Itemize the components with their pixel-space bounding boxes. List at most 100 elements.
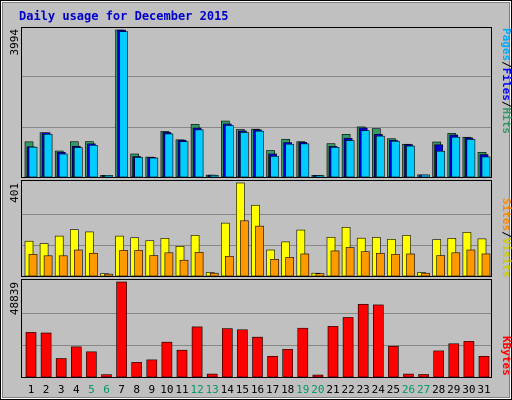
sites-bar-24: [375, 252, 385, 277]
kbytes-ymax-label: 48839: [8, 282, 21, 315]
sites-bar-7: [119, 250, 128, 277]
kbytes-bar-10: [161, 341, 173, 378]
pages-bar-22: [345, 140, 355, 178]
pages-bar-31: [481, 156, 491, 178]
pages-bar-10: [164, 133, 174, 178]
sites-bar-8: [134, 250, 143, 277]
kbytes-bar-28: [433, 350, 445, 378]
day-label-15: 15: [236, 383, 249, 396]
sites-bar-29: [451, 252, 461, 277]
kbytes-bar-9: [146, 359, 158, 378]
day-label-29: 29: [447, 383, 460, 396]
sites-bar-13: [209, 272, 219, 277]
pages-bar-24: [375, 135, 385, 178]
sites-bar-19: [300, 253, 310, 277]
sites-bar-31: [481, 253, 491, 277]
day-label-7: 7: [118, 383, 125, 396]
pages-bar-5: [89, 145, 98, 178]
day-label-21: 21: [326, 383, 339, 396]
pages-bar-25: [391, 140, 400, 178]
pages-bar-18: [285, 143, 295, 178]
legend-pages: Pages: [500, 28, 512, 61]
day-label-20: 20: [311, 383, 324, 396]
day-label-26: 26: [402, 383, 415, 396]
usage-ymax-label: 3994: [8, 29, 21, 56]
legend-hits: Hits: [500, 108, 512, 135]
sites-bar-28: [436, 255, 446, 277]
sites-bar-3: [58, 255, 68, 277]
sites-bar-30: [466, 249, 476, 277]
day-label-4: 4: [73, 383, 80, 396]
pages-bar-20: [315, 175, 325, 178]
sites-bar-6: [104, 273, 113, 277]
pages-bar-28: [436, 150, 446, 178]
kbytes-bar-4: [71, 346, 82, 378]
kbytes-bar-12: [191, 326, 203, 378]
day-label-1: 1: [28, 383, 35, 396]
pages-bar-16: [255, 130, 264, 178]
day-label-17: 17: [266, 383, 279, 396]
sites-bar-10: [164, 252, 174, 277]
legend-sep-1: /: [500, 61, 512, 68]
day-label-10: 10: [160, 383, 173, 396]
kbytes-bar-3: [55, 358, 67, 378]
chart-title: Daily usage for December 2015: [19, 9, 229, 23]
day-label-22: 22: [341, 383, 354, 396]
pages-bar-29: [451, 136, 461, 178]
day-label-28: 28: [432, 383, 445, 396]
kbytes-bar-20: [312, 374, 324, 378]
legend-files: Files: [500, 68, 512, 101]
legend-sep-3: /: [500, 231, 512, 238]
kbytes-bar-27: [418, 374, 429, 378]
visitors-ymax-label: 401: [8, 183, 21, 203]
kbytes-bar-14: [222, 328, 233, 378]
pages-bar-6: [104, 175, 113, 178]
day-label-9: 9: [148, 383, 155, 396]
kbytes-bar-1: [25, 332, 37, 378]
pages-bar-14: [225, 125, 234, 178]
day-label-25: 25: [387, 383, 400, 396]
kbytes-bar-31: [478, 355, 490, 378]
day-label-24: 24: [372, 383, 386, 396]
pages-bar-17: [270, 156, 279, 178]
day-label-30: 30: [462, 383, 475, 396]
sites-bar-1: [28, 254, 38, 277]
pages-bar-1: [28, 146, 38, 178]
sites-bar-18: [285, 257, 295, 277]
pages-bar-4: [74, 147, 83, 178]
day-label-27: 27: [417, 383, 430, 396]
legend-sep-2: /: [500, 101, 512, 108]
sites-bar-26: [406, 253, 415, 277]
legend-visitors: Sites/Visits: [500, 198, 512, 278]
day-label-31: 31: [477, 383, 490, 396]
legend-visits: Visits: [500, 238, 512, 278]
kbytes-bar-18: [282, 349, 294, 378]
day-label-11: 11: [175, 383, 188, 396]
kbytes-bar-7: [116, 281, 127, 378]
kbytes-bar-6: [101, 374, 112, 378]
pages-bar-12: [194, 129, 204, 178]
bars: [24, 29, 491, 378]
day-label-23: 23: [357, 383, 370, 396]
kbytes-bar-23: [357, 303, 369, 378]
pages-bar-2: [43, 134, 53, 178]
day-label-5: 5: [88, 383, 95, 396]
day-label-6: 6: [103, 383, 110, 396]
legend-kbytes: KBytes: [500, 336, 512, 376]
sites-bar-2: [43, 255, 53, 277]
pages-bar-11: [179, 141, 189, 178]
sites-bar-27: [421, 272, 430, 277]
legend-kbytes-label: KBytes: [500, 336, 512, 376]
sites-bar-20: [315, 273, 325, 277]
kbytes-bar-22: [342, 317, 354, 378]
pages-bar-3: [58, 153, 68, 178]
day-label-8: 8: [133, 383, 140, 396]
pages-bar-23: [360, 130, 370, 178]
kbytes-bar-24: [372, 304, 384, 378]
pages-bar-26: [406, 145, 415, 178]
pages-bar-9: [149, 157, 159, 178]
sites-bar-21: [330, 250, 340, 277]
